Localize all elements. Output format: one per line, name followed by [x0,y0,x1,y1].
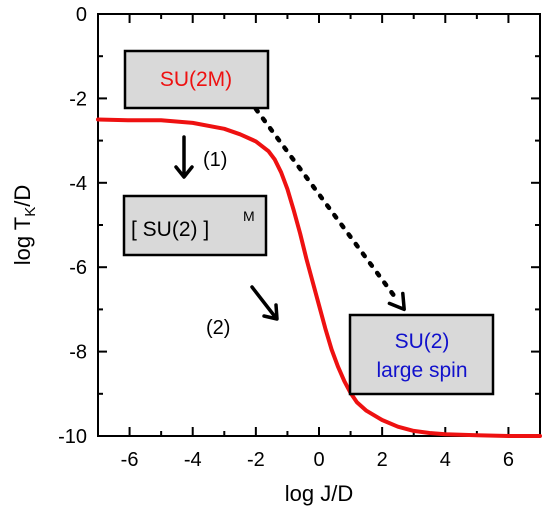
box-su2m: SU(2M) [123,49,270,110]
box-su2-power-superscript: M [243,208,255,224]
x-tick-label: -2 [247,449,265,471]
box-su2-large-spin: SU(2) large spin [348,313,495,396]
dotted-flow-arrow [253,106,406,312]
y-axis-title-subscript: K [22,207,39,217]
x-tick-label: 4 [440,449,451,471]
box-su2m-label: SU(2M) [160,68,232,91]
y-tick-label: -6 [69,257,87,279]
y-tick-label: 0 [76,4,87,26]
box-su2-power-label: [ SU(2) ] [131,218,209,241]
y-tick-label: -4 [69,173,87,195]
dotted-flow-line [253,106,401,304]
y-axis-title: log TK/D [10,185,39,266]
step-1: (1) [174,135,227,179]
y-axis-title-tail: /D [10,185,35,207]
box-su2-large-spin-line1: SU(2) [395,330,450,353]
x-tick-label: 6 [503,449,514,471]
y-axis-title-main: log T [10,217,35,266]
x-axis-title: log J/D [285,481,353,506]
step-2-label: (2) [206,317,230,339]
y-tick-labels: 0 -2 -4 -6 -8 -10 [58,4,87,448]
box-su2-power-frame [122,194,268,257]
box-su2-large-spin-frame [348,313,495,396]
dotted-flow-arrowhead [387,291,406,312]
x-tick-label: 2 [377,449,388,471]
axis-ticks [97,13,541,437]
tk-curve-line [96,117,542,438]
step-2: (2) [206,285,279,339]
x-tick-label: -6 [121,449,139,471]
y-tick-label: -2 [69,88,87,110]
box-su2-power: [ SU(2) ] M [122,194,268,257]
y-tick-label: -8 [69,342,87,364]
x-tick-label: -4 [184,449,202,471]
step-1-label: (1) [203,149,227,171]
x-tick-label: 0 [313,449,324,471]
x-tick-labels: -6 -4 -2 0 2 4 6 [121,449,514,471]
y-tick-label: -10 [58,426,87,448]
step-1-arrow-icon [174,135,194,179]
step-2-arrow-icon [250,285,279,321]
box-su2-large-spin-line2: large spin [376,359,467,382]
box-su2m-frame [123,49,270,110]
